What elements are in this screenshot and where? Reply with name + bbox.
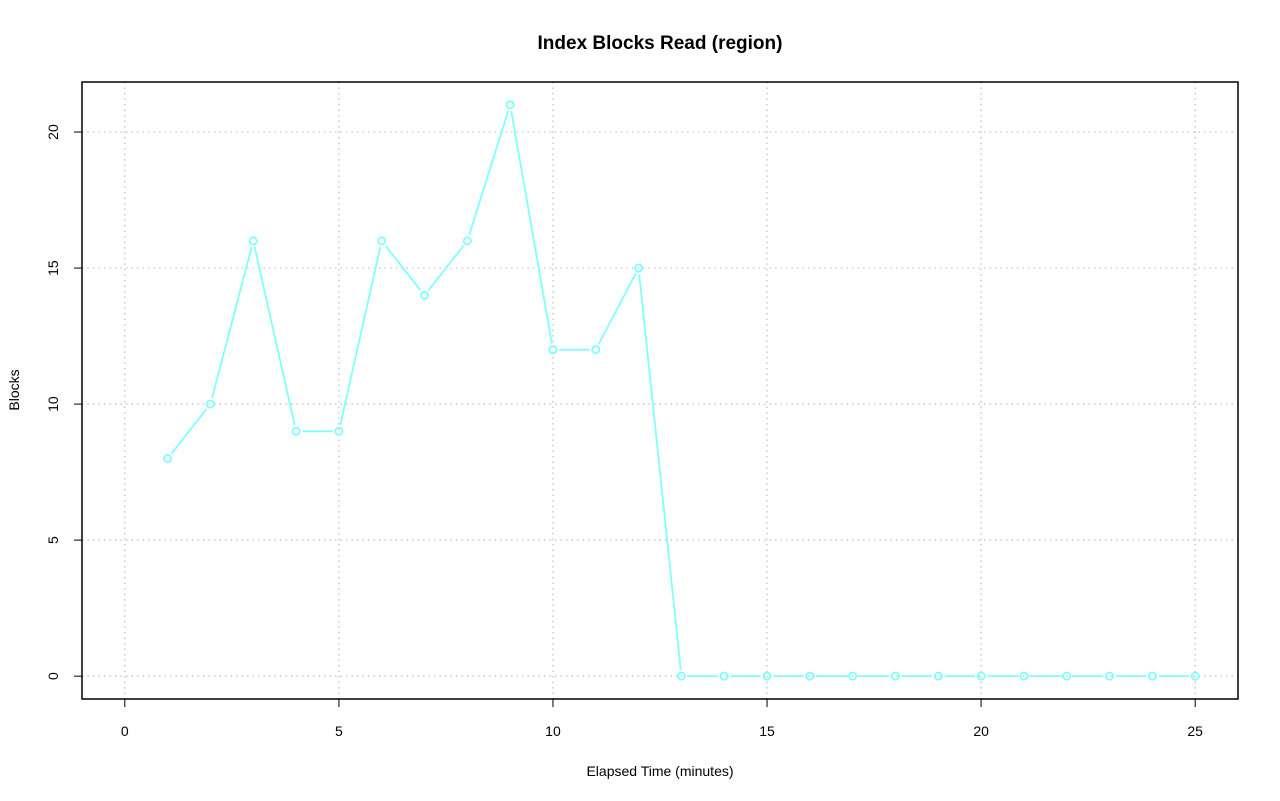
series-line-segment (339, 246, 382, 426)
data-point (933, 671, 943, 681)
x-tick-label: 0 (121, 723, 129, 739)
series-line-segment (638, 274, 682, 671)
data-point (634, 263, 644, 273)
series-line-segment (468, 110, 509, 236)
data-point (805, 671, 815, 681)
series-line-segment (253, 246, 296, 426)
series-layer (163, 100, 1200, 681)
grid (82, 82, 1238, 699)
data-point (163, 454, 173, 464)
data-point (762, 671, 772, 681)
data-point (291, 426, 301, 436)
data-point (334, 426, 344, 436)
data-point (848, 671, 858, 681)
data-point (462, 236, 472, 246)
x-axis-label: Elapsed Time (minutes) (586, 763, 733, 779)
data-point (377, 236, 387, 246)
series-line-segment (385, 245, 422, 291)
data-point (248, 236, 258, 246)
series-line-segment (171, 408, 208, 454)
data-point (591, 345, 601, 355)
data-point (1190, 671, 1200, 681)
data-point (719, 671, 729, 681)
data-point (890, 671, 900, 681)
y-tick-label: 10 (45, 396, 61, 412)
data-point (1062, 671, 1072, 681)
data-point (1147, 671, 1157, 681)
data-point (420, 290, 430, 300)
data-point (505, 100, 515, 110)
data-point (548, 345, 558, 355)
series-line-segment (427, 245, 464, 291)
y-axis-label: Blocks (6, 369, 22, 410)
data-point (1019, 671, 1029, 681)
data-point (205, 399, 215, 409)
y-tick-label: 0 (45, 672, 61, 680)
data-point (676, 671, 686, 681)
x-tick-label: 10 (545, 723, 561, 739)
chart-title: Index Blocks Read (region) (538, 33, 783, 54)
series-line-segment (510, 110, 553, 344)
x-tick-label: 20 (973, 723, 989, 739)
plot-frame (81, 81, 1239, 700)
y-tick-label: 20 (45, 124, 61, 140)
y-axis: 0 5 10 15 20 (45, 124, 82, 680)
x-tick-label: 25 (1187, 723, 1203, 739)
x-axis: 0 5 10 15 20 25 (121, 699, 1203, 739)
data-point (1105, 671, 1115, 681)
data-point (976, 671, 986, 681)
y-tick-label: 15 (45, 260, 61, 276)
x-tick-label: 5 (335, 723, 343, 739)
series-line-segment (211, 246, 253, 399)
series-line-segment (598, 273, 637, 345)
y-tick-label: 5 (45, 536, 61, 544)
x-tick-label: 15 (759, 723, 775, 739)
